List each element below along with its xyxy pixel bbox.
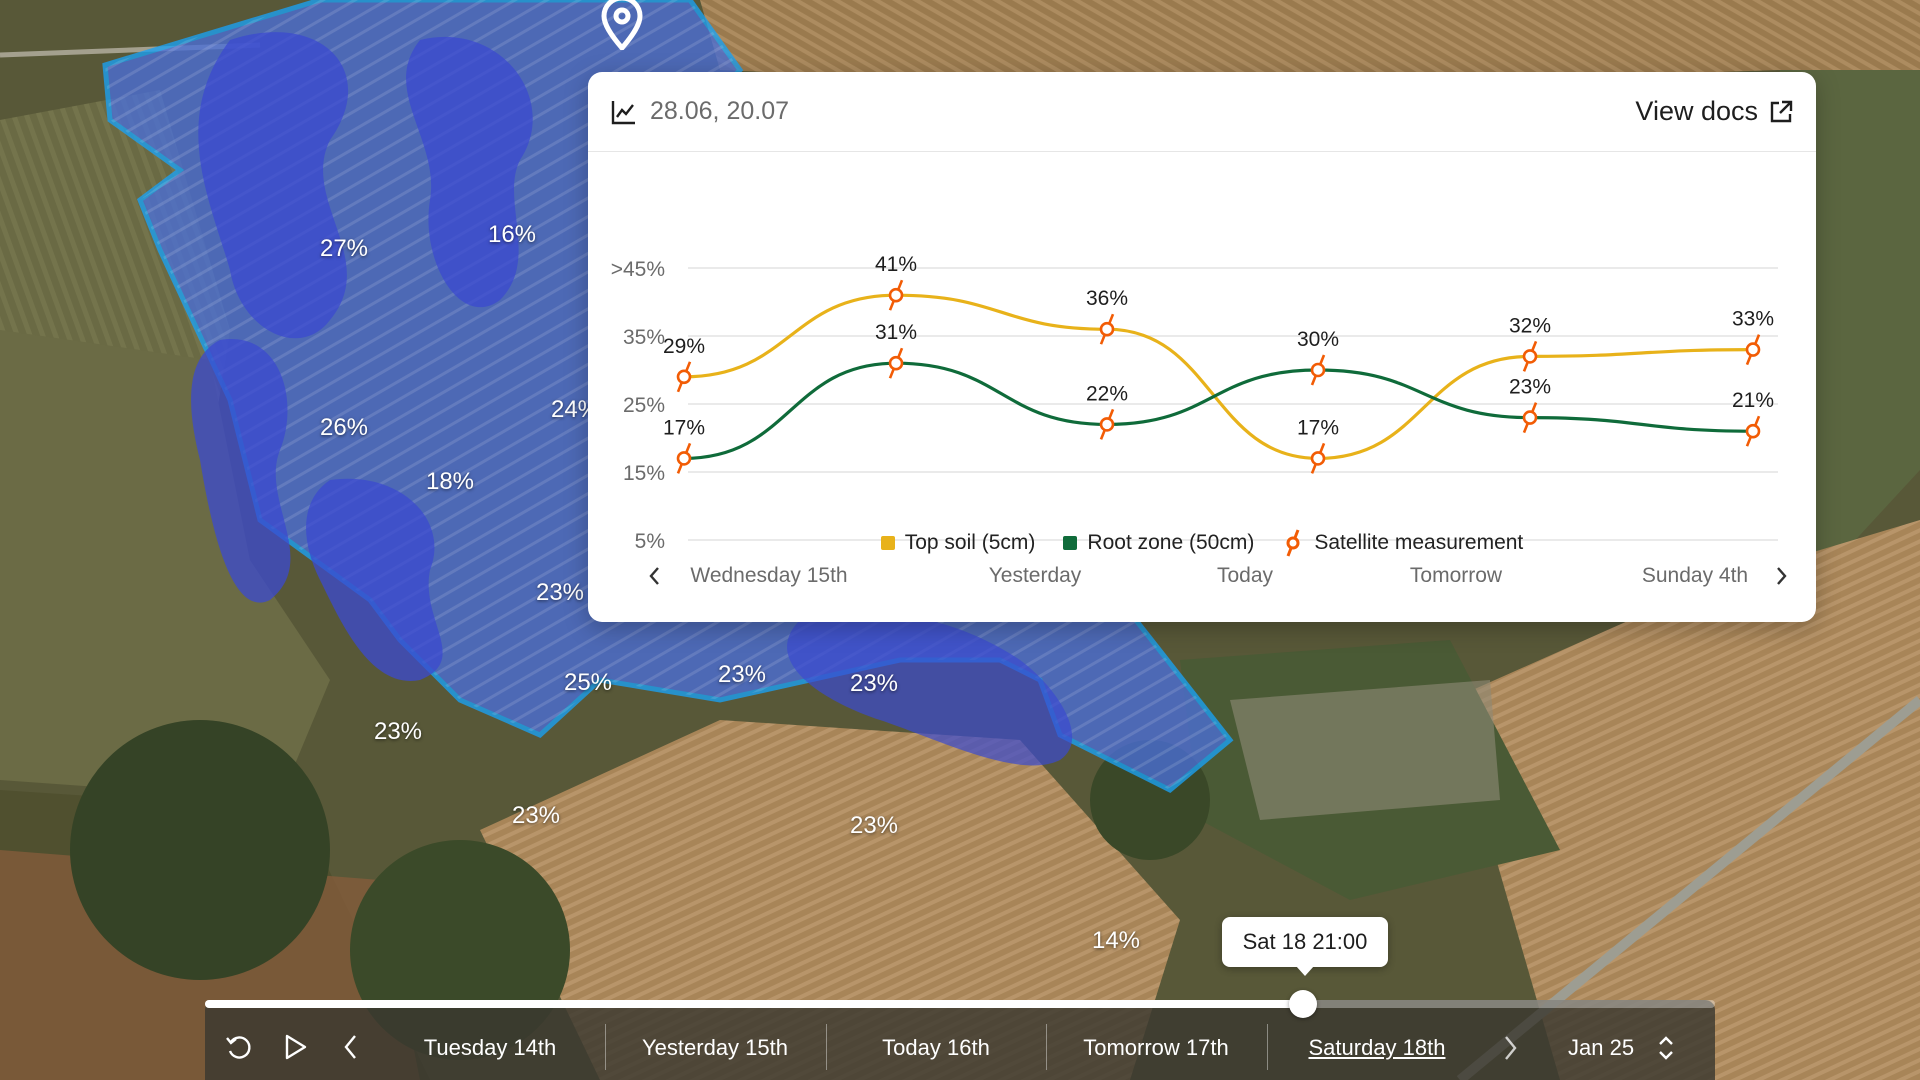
legend-item-satellite[interactable]: Satellite measurement xyxy=(1282,528,1523,558)
data-point xyxy=(1310,451,1326,466)
legend-label: Root zone (50cm) xyxy=(1087,531,1255,554)
data-point xyxy=(1745,342,1761,357)
timeline-divider xyxy=(826,1024,827,1070)
map-moisture-label: 23% xyxy=(849,812,899,839)
timeline-day[interactable]: Yesterday 15th xyxy=(610,1026,820,1070)
chart-legend: Top soil (5cm) Root zone (50cm) Satellit… xyxy=(588,528,1816,558)
panel-title: 28.06, 20.07 xyxy=(610,97,789,126)
play-button[interactable] xyxy=(278,1030,312,1064)
data-label: 33% xyxy=(1732,308,1774,331)
timeline-thumb[interactable] xyxy=(1289,990,1317,1018)
timeline-day[interactable]: Today 16th xyxy=(831,1026,1041,1070)
timeline-day-label: Saturday 18th xyxy=(1308,1035,1446,1060)
series-line-top-soil xyxy=(683,293,1754,461)
chevron-up-down-icon[interactable] xyxy=(1656,1033,1676,1063)
timeline-divider xyxy=(1046,1024,1047,1070)
moisture-chart-panel: 28.06, 20.07 View docs >45% 35% 25% 15% 5% We… xyxy=(588,72,1816,622)
timeline-day-label: Tuesday 14th xyxy=(423,1035,557,1060)
series-line-root-zone xyxy=(683,361,1754,460)
legend-label: Satellite measurement xyxy=(1314,531,1524,554)
data-label: 29% xyxy=(663,335,705,358)
timeline-day-label: Yesterday 15th xyxy=(642,1035,788,1060)
time-tooltip: Sat 18 21:00 xyxy=(1222,917,1388,976)
data-point xyxy=(1522,410,1538,425)
x-tick-label: Tomorrow xyxy=(1410,564,1503,587)
previous-button[interactable] xyxy=(334,1030,368,1064)
x-tick-label: Today xyxy=(1217,564,1274,587)
replay-icon xyxy=(226,1036,251,1059)
data-point xyxy=(1310,362,1326,378)
data-point xyxy=(676,369,692,385)
data-point xyxy=(888,355,904,371)
view-docs-label: View docs xyxy=(1635,96,1758,126)
chevron-left-icon xyxy=(344,1035,356,1059)
data-point xyxy=(1745,423,1761,439)
timeline-divider xyxy=(605,1024,606,1070)
map-moisture-label: 25% xyxy=(563,669,613,696)
data-point xyxy=(1099,321,1115,337)
date-range: 28.06, 20.07 xyxy=(650,97,790,125)
data-label: 32% xyxy=(1509,314,1551,337)
data-label: 17% xyxy=(663,416,705,439)
timeline-progress xyxy=(205,1000,1303,1008)
timeline-right-controls: Jan 25 xyxy=(1500,1026,1676,1070)
data-point xyxy=(676,451,692,466)
map-moisture-label: 14% xyxy=(1091,927,1141,954)
legend-swatch-top-soil xyxy=(880,536,895,550)
legend-item-root-zone[interactable]: Root zone (50cm) xyxy=(1063,528,1254,558)
satellite-marker-icon xyxy=(1286,529,1300,557)
replay-button[interactable] xyxy=(222,1030,256,1064)
map-moisture-label: 23% xyxy=(849,670,899,697)
map-moisture-label: 26% xyxy=(319,414,369,441)
timeline-day-active[interactable]: Saturday 18th xyxy=(1272,1026,1482,1070)
x-tick-label: Wednesday 15th xyxy=(690,564,847,587)
data-point xyxy=(1522,349,1538,364)
legend-item-top-soil[interactable]: Top soil (5cm) xyxy=(880,528,1036,558)
y-tick-label: >45% xyxy=(611,258,665,281)
map-moisture-label: 18% xyxy=(425,468,475,495)
external-link-icon xyxy=(1770,100,1793,122)
timeline-controls xyxy=(222,1030,368,1064)
map-moisture-label: 23% xyxy=(373,718,423,745)
timeline-day[interactable]: Tuesday 14th xyxy=(385,1026,595,1070)
x-tick-label: Sunday 4th xyxy=(1642,564,1748,587)
data-label: 23% xyxy=(1509,376,1551,399)
timeline-divider xyxy=(1267,1024,1268,1070)
y-tick-label: 25% xyxy=(623,394,665,417)
map-moisture-label: 23% xyxy=(511,802,561,829)
y-tick-label: 35% xyxy=(623,326,665,349)
timeline-day-label: Today 16th xyxy=(882,1035,990,1060)
data-label: 17% xyxy=(1297,416,1339,439)
y-tick-label: 15% xyxy=(623,462,665,485)
location-pin-icon[interactable] xyxy=(596,0,648,50)
chevron-right-icon[interactable] xyxy=(1777,567,1787,585)
legend-swatch-root-zone xyxy=(1063,536,1078,550)
data-label: 36% xyxy=(1086,287,1128,310)
map-moisture-label: 23% xyxy=(535,579,585,606)
data-label: 21% xyxy=(1732,389,1774,412)
panel-header: 28.06, 20.07 View docs xyxy=(588,72,1816,152)
chevron-left-icon[interactable] xyxy=(649,567,659,585)
data-point xyxy=(888,287,904,303)
timeline-day[interactable]: Tomorrow 17th xyxy=(1051,1026,1261,1070)
data-point xyxy=(1099,417,1115,432)
timeline-bar xyxy=(205,1000,1715,1080)
data-label: 31% xyxy=(875,321,917,344)
data-label: 22% xyxy=(1086,382,1128,405)
map-moisture-label: 16% xyxy=(487,221,537,248)
map-moisture-label: 27% xyxy=(319,235,369,262)
x-tick-label: Yesterday xyxy=(989,564,1082,587)
play-icon xyxy=(285,1034,307,1060)
timeline-day-label: Tomorrow 17th xyxy=(1083,1035,1229,1060)
chevron-right-icon[interactable] xyxy=(1500,1033,1520,1063)
view-docs-link[interactable]: View docs xyxy=(1635,96,1794,127)
line-chart-icon xyxy=(611,100,635,124)
month-selector-label[interactable]: Jan 25 xyxy=(1568,1035,1635,1060)
y-tick-label: 5% xyxy=(635,530,665,553)
legend-label: Top soil (5cm) xyxy=(904,531,1036,554)
moisture-line-chart: >45% 35% 25% 15% 5% Wednesday 15th Yesterday To… xyxy=(611,253,1787,587)
data-label: 30% xyxy=(1297,328,1339,351)
data-label: 41% xyxy=(875,253,917,276)
map-moisture-label: 23% xyxy=(717,661,767,688)
